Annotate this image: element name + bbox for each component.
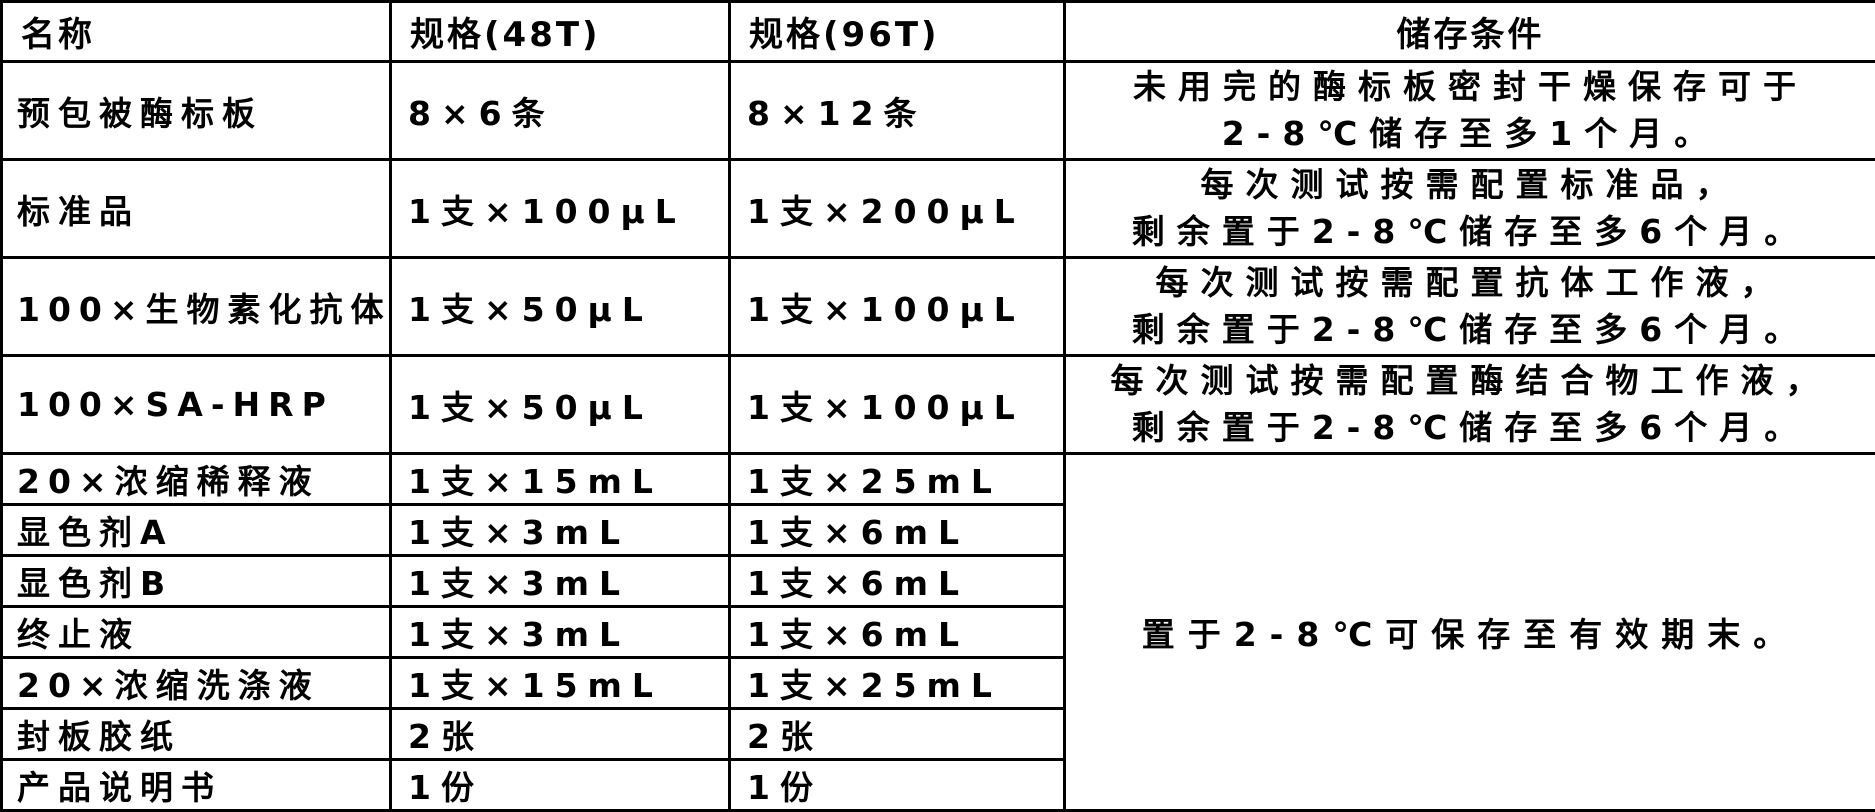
cell-name: 显色剂B: [2, 556, 391, 607]
row-precoated-plate: 预包被酶标板 8×6条 8×12条 未用完的酶标板密封干燥保存可于 2-8℃储存…: [2, 62, 1875, 160]
cell-name: 20×浓缩洗涤液: [2, 658, 391, 709]
cell-name: 封板胶纸: [2, 709, 391, 760]
cell-spec-96t: 1支×25mL: [730, 454, 1065, 505]
row-diluent: 20×浓缩稀释液 1支×15mL 1支×25mL 置于2-8℃可保存至有效期末。: [2, 454, 1875, 505]
cell-spec-48t: 1份: [391, 760, 730, 811]
cell-spec-96t: 2张: [730, 709, 1065, 760]
cell-spec-48t: 1支×3mL: [391, 505, 730, 556]
cell-spec-96t: 1支×100µL: [730, 356, 1065, 454]
cell-storage: 每次测试按需配置标准品， 剩余置于2-8℃储存至多6个月。: [1065, 160, 1875, 258]
cell-spec-48t: 1支×15mL: [391, 454, 730, 505]
cell-spec-48t: 1支×50µL: [391, 258, 730, 356]
storage-line-2: 2-8℃储存至多1个月。: [1066, 111, 1875, 158]
cell-name: 标准品: [2, 160, 391, 258]
cell-spec-48t: 1支×15mL: [391, 658, 730, 709]
storage-line-1: 每次测试按需配置抗体工作液，: [1066, 260, 1875, 307]
storage-line-2: 剩余置于2-8℃储存至多6个月。: [1066, 209, 1875, 256]
cell-spec-96t: 1支×6mL: [730, 556, 1065, 607]
cell-name: 100×SA-HRP: [2, 356, 391, 454]
cell-storage-merged: 置于2-8℃可保存至有效期末。: [1065, 454, 1875, 811]
cell-storage: 每次测试按需配置酶结合物工作液， 剩余置于2-8℃储存至多6个月。: [1065, 356, 1875, 454]
column-header-storage: 储存条件: [1065, 2, 1875, 62]
cell-spec-96t: 1支×100µL: [730, 258, 1065, 356]
column-header-spec-96t: 规格(96T): [730, 2, 1065, 62]
row-standard: 标准品 1支×100µL 1支×200µL 每次测试按需配置标准品， 剩余置于2…: [2, 160, 1875, 258]
cell-name: 产品说明书: [2, 760, 391, 811]
cell-spec-96t: 1支×6mL: [730, 505, 1065, 556]
row-biotin-antibody: 100×生物素化抗体 1支×50µL 1支×100µL 每次测试按需配置抗体工作…: [2, 258, 1875, 356]
cell-name: 100×生物素化抗体: [2, 258, 391, 356]
cell-name: 显色剂A: [2, 505, 391, 556]
cell-storage: 每次测试按需配置抗体工作液， 剩余置于2-8℃储存至多6个月。: [1065, 258, 1875, 356]
cell-name: 20×浓缩稀释液: [2, 454, 391, 505]
cell-name: 预包被酶标板: [2, 62, 391, 160]
cell-spec-96t: 8×12条: [730, 62, 1065, 160]
header-row: 名称 规格(48T) 规格(96T) 储存条件: [2, 2, 1875, 62]
storage-line-1: 每次测试按需配置标准品，: [1066, 162, 1875, 209]
cell-spec-96t: 1支×200µL: [730, 160, 1065, 258]
cell-spec-48t: 1支×50µL: [391, 356, 730, 454]
storage-line-2: 剩余置于2-8℃储存至多6个月。: [1066, 405, 1875, 452]
cell-spec-96t: 1份: [730, 760, 1065, 811]
storage-line-1: 未用完的酶标板密封干燥保存可于: [1066, 64, 1875, 111]
column-header-spec-48t: 规格(48T): [391, 2, 730, 62]
cell-spec-96t: 1支×25mL: [730, 658, 1065, 709]
storage-line-2: 剩余置于2-8℃储存至多6个月。: [1066, 307, 1875, 354]
cell-spec-96t: 1支×6mL: [730, 607, 1065, 658]
storage-line-1: 每次测试按需配置酶结合物工作液，: [1066, 358, 1875, 405]
cell-spec-48t: 1支×3mL: [391, 556, 730, 607]
cell-spec-48t: 1支×3mL: [391, 607, 730, 658]
cell-spec-48t: 2张: [391, 709, 730, 760]
cell-name: 终止液: [2, 607, 391, 658]
cell-spec-48t: 8×6条: [391, 62, 730, 160]
row-sa-hrp: 100×SA-HRP 1支×50µL 1支×100µL 每次测试按需配置酶结合物…: [2, 356, 1875, 454]
cell-storage: 未用完的酶标板密封干燥保存可于 2-8℃储存至多1个月。: [1065, 62, 1875, 160]
cell-spec-48t: 1支×100µL: [391, 160, 730, 258]
column-header-name: 名称: [2, 2, 391, 62]
